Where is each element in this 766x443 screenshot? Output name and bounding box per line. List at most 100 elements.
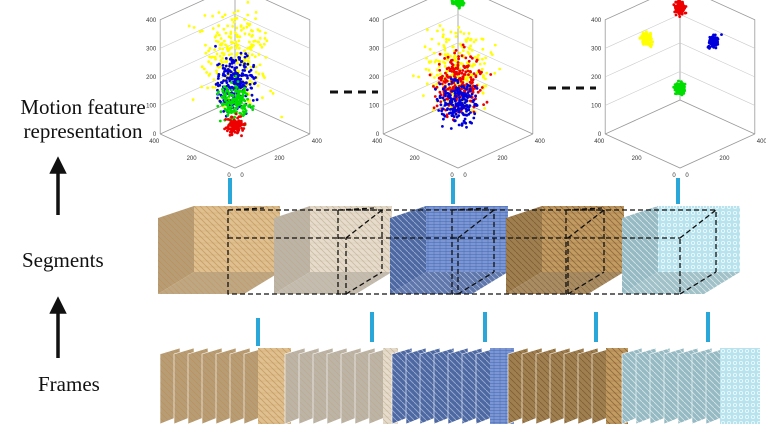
data-point	[221, 87, 224, 91]
data-point	[458, 1, 461, 5]
segment-block	[158, 206, 280, 294]
data-point	[243, 104, 246, 108]
data-point	[427, 60, 431, 64]
data-point	[187, 24, 191, 28]
frames-label: Frames	[38, 372, 100, 396]
data-point	[226, 129, 229, 133]
data-point	[223, 85, 226, 88]
segment-side	[158, 206, 194, 294]
data-point	[236, 80, 240, 83]
data-point	[466, 50, 470, 54]
data-point	[680, 91, 684, 95]
data-point	[432, 85, 435, 88]
data-point	[235, 66, 239, 69]
data-point	[449, 127, 453, 130]
data-point	[219, 59, 223, 62]
data-point	[246, 76, 249, 80]
data-point	[467, 112, 471, 116]
data-point	[251, 75, 255, 79]
data-point	[265, 39, 269, 43]
data-point	[450, 107, 454, 111]
data-point	[720, 33, 723, 36]
data-point	[474, 94, 477, 98]
data-point	[714, 41, 717, 44]
data-point	[250, 86, 254, 90]
data-point	[228, 69, 232, 72]
data-point	[461, 43, 465, 47]
data-point	[470, 78, 473, 82]
data-point	[456, 0, 460, 3]
data-point	[224, 64, 228, 68]
data-point	[650, 43, 654, 46]
data-point	[453, 57, 457, 61]
data-point	[253, 81, 257, 85]
segment-bottom	[158, 272, 280, 294]
data-point	[461, 77, 465, 81]
data-point	[458, 69, 462, 73]
data-point	[473, 56, 477, 59]
y-tick-label: 400	[312, 139, 323, 145]
data-point	[455, 115, 459, 119]
data-point	[219, 110, 223, 114]
data-point	[459, 42, 462, 46]
data-point	[469, 73, 473, 77]
data-point	[460, 103, 463, 107]
data-point	[214, 57, 218, 61]
data-point	[251, 99, 255, 102]
data-point	[440, 82, 444, 86]
data-point	[246, 22, 249, 25]
data-point	[226, 72, 230, 75]
data-point	[485, 71, 489, 75]
data-point	[280, 115, 284, 119]
data-point	[474, 74, 478, 77]
data-point	[466, 83, 470, 87]
data-point	[235, 102, 238, 105]
data-point	[236, 82, 240, 86]
data-point	[447, 82, 451, 86]
data-point	[469, 95, 472, 98]
data-point	[466, 37, 470, 40]
data-point	[254, 17, 257, 20]
data-point	[449, 77, 453, 80]
segment-windows	[227, 207, 717, 295]
data-point	[441, 125, 444, 128]
data-point	[443, 48, 447, 52]
segment-block	[390, 206, 508, 294]
data-point	[457, 57, 460, 61]
data-point	[250, 81, 254, 85]
data-point	[451, 45, 455, 49]
data-point	[456, 64, 460, 68]
data-point	[444, 94, 447, 98]
data-point	[465, 65, 469, 68]
data-point	[715, 38, 719, 42]
data-point	[223, 127, 227, 131]
data-point	[438, 94, 442, 98]
data-point	[458, 96, 461, 99]
data-point	[447, 112, 451, 115]
data-point	[470, 108, 474, 112]
data-point	[228, 64, 232, 68]
y-tick-label: 400	[535, 139, 546, 145]
segment-window	[451, 207, 605, 295]
data-point	[217, 66, 221, 69]
data-point	[234, 84, 237, 88]
data-point	[676, 2, 680, 6]
data-point	[454, 102, 458, 106]
connector-lines	[228, 178, 710, 346]
x-tick-label: 0	[227, 173, 231, 179]
data-point	[222, 27, 226, 31]
data-point	[229, 100, 233, 104]
data-point	[218, 43, 222, 47]
data-point	[191, 98, 195, 101]
data-point	[493, 71, 497, 75]
frame-stack	[507, 347, 628, 425]
data-point	[221, 66, 225, 70]
data-point	[442, 117, 445, 121]
data-point	[485, 100, 489, 104]
segment-block	[506, 206, 624, 294]
data-point	[464, 77, 468, 81]
data-point	[217, 74, 221, 78]
data-point	[252, 65, 255, 69]
